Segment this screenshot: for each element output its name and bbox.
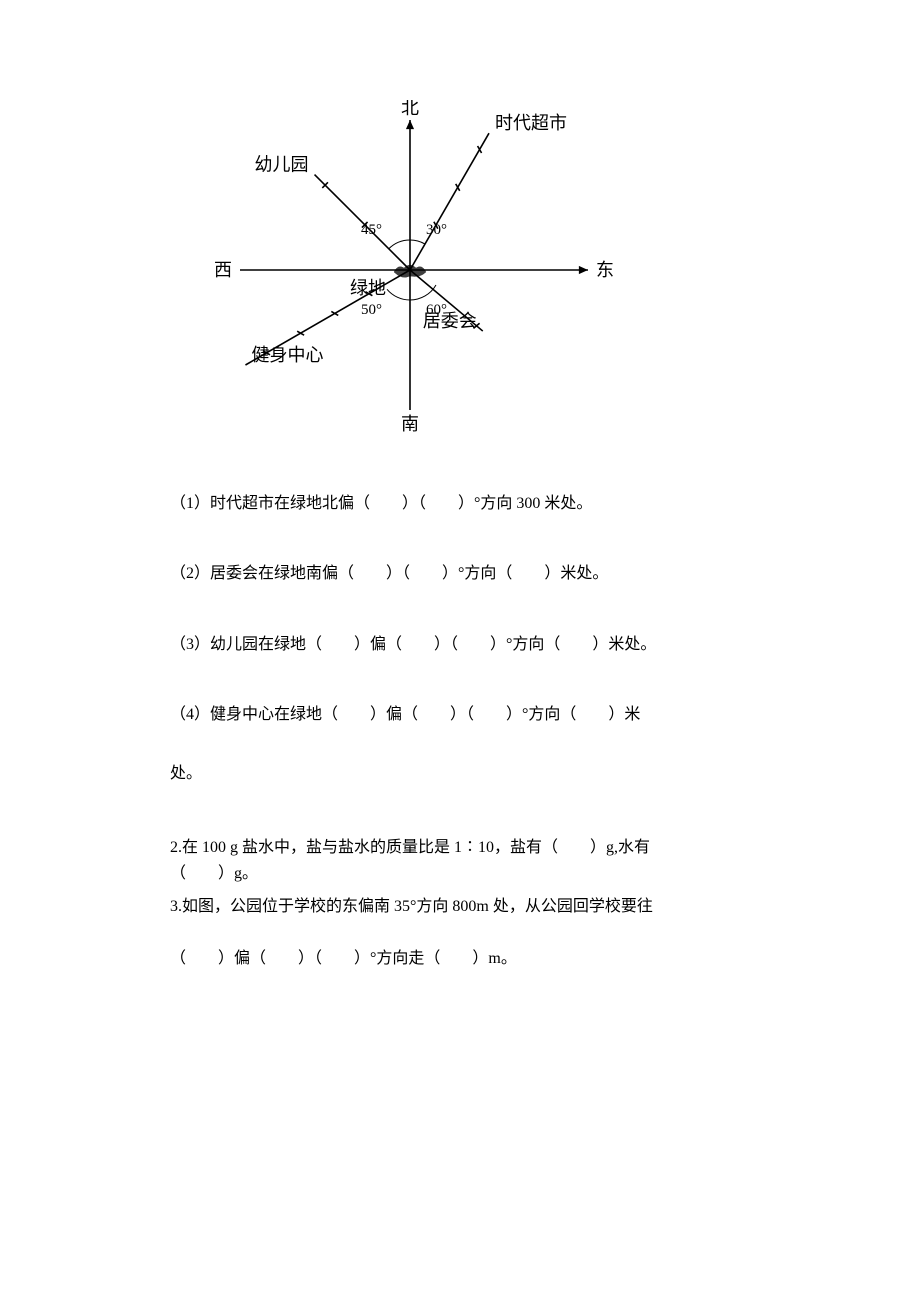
q3-line1: 3.如图，公园位于学校的东偏南 35°方向 800m 处，从公园回学校要往 bbox=[170, 892, 810, 922]
questions-block: （1）时代超市在绿地北偏（ ）（ ）°方向 300 米处。 （2）居委会在绿地南… bbox=[170, 493, 810, 971]
svg-text:南: 南 bbox=[401, 414, 419, 434]
q2-line1: 2.在 100 g 盐水中，盐与盐水的质量比是 1∶10，盐有（ ）g,水有 bbox=[170, 833, 810, 863]
svg-text:60°: 60° bbox=[426, 302, 447, 318]
svg-text:时代超市: 时代超市 bbox=[495, 113, 567, 133]
svg-text:东: 东 bbox=[596, 260, 614, 280]
svg-text:幼儿园: 幼儿园 bbox=[255, 155, 309, 175]
svg-text:50°: 50° bbox=[361, 302, 382, 318]
direction-diagram: 北南东西绿地时代超市幼儿园居委会健身中心30°45°50°60° bbox=[190, 100, 630, 445]
q1-2: （2）居委会在绿地南偏（ ）（ ）°方向（ ）米处。 bbox=[170, 563, 810, 585]
svg-text:45°: 45° bbox=[361, 222, 382, 238]
q1-1: （1）时代超市在绿地北偏（ ）（ ）°方向 300 米处。 bbox=[170, 493, 810, 515]
svg-text:健身中心: 健身中心 bbox=[251, 345, 323, 365]
page: 北南东西绿地时代超市幼儿园居委会健身中心30°45°50°60° （1）时代超市… bbox=[0, 0, 920, 1302]
q1-4b: 处。 bbox=[170, 763, 810, 785]
q3-line2: （ ）偏（ ）（ ）°方向走（ ）m。 bbox=[170, 948, 810, 970]
diagram-svg: 北南东西绿地时代超市幼儿园居委会健身中心30°45°50°60° bbox=[190, 100, 630, 440]
svg-text:北: 北 bbox=[401, 100, 419, 118]
q2-line2: （ ）g。 bbox=[170, 863, 810, 885]
svg-text:西: 西 bbox=[214, 260, 232, 280]
q1-3: （3）幼儿园在绿地（ ）偏（ ）（ ）°方向（ ）米处。 bbox=[170, 634, 810, 656]
q1-4a: （4）健身中心在绿地（ ）偏（ ）（ ）°方向（ ）米 bbox=[170, 704, 810, 726]
svg-text:30°: 30° bbox=[426, 222, 447, 238]
